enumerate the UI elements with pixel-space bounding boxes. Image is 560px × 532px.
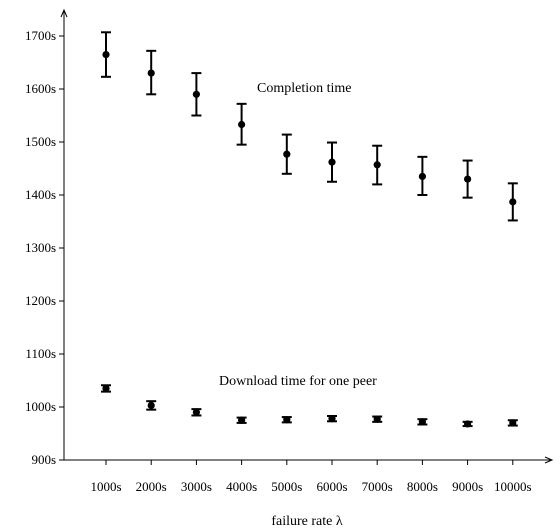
x-axis-title: failure rate λ [271, 514, 343, 529]
y-tick-label: 1200s [25, 293, 56, 308]
x-tick-label: 3000s [181, 479, 212, 494]
x-tick-label: 4000s [226, 479, 257, 494]
y-tick-label: 1600s [25, 81, 56, 96]
data-point-download-time [147, 401, 155, 410]
series-label-download-time: Download time for one peer [219, 374, 377, 389]
data-point-completion-time [328, 158, 336, 166]
data-point-completion-time [283, 150, 291, 158]
data-point-completion-time [192, 90, 200, 98]
y-tick-label: 1700s [25, 28, 56, 43]
data-point-completion-time [418, 172, 426, 181]
series-label-completion-time: Completion time [257, 81, 352, 96]
data-point-download-time [418, 418, 426, 426]
y-axis-arrow [60, 8, 68, 18]
y-tick-label: 1400s [25, 187, 56, 202]
y-tick-label: 1000s [25, 399, 56, 414]
data-point-download-time [102, 384, 110, 393]
x-tick-label: 1000s [90, 479, 121, 494]
x-axis-ticks: 1000s 2000s 3000s 4000s 5000s 6000s 7000s 8000s… [90, 460, 532, 494]
y-tick-label: 1100s [25, 346, 56, 361]
data-point-download-time [283, 416, 291, 424]
x-tick-label: 7000s [362, 479, 393, 494]
data-point-download-time [238, 416, 246, 424]
data-point-download-time [328, 415, 336, 423]
data-point-download-time [373, 415, 381, 423]
data-point-completion-time [238, 120, 246, 129]
axes [60, 8, 554, 464]
data-point-completion-time [509, 198, 517, 206]
data-point-completion-time [102, 50, 110, 59]
data-point-completion-time [373, 161, 381, 169]
data-point-completion-time [147, 69, 155, 77]
y-tick-label: 1300s [25, 240, 56, 255]
data-point-download-time [464, 420, 472, 428]
x-tick-label: 9000s [452, 479, 483, 494]
x-tick-label: 6000s [316, 479, 347, 494]
y-axis-ticks: 900s 1000s 1100s 1200s 1300s 1400s 1500s 1600s 1… [25, 28, 64, 467]
x-axis-arrow [544, 456, 554, 464]
data-point-download-time [509, 419, 517, 427]
data-marks [101, 31, 518, 428]
y-tick-label: 1500s [25, 134, 56, 149]
data-point-download-time [192, 408, 200, 416]
y-tick-label: 900s [31, 452, 56, 467]
x-tick-label: 2000s [136, 479, 167, 494]
x-tick-label: 5000s [271, 479, 302, 494]
data-point-completion-time [464, 175, 472, 183]
x-tick-label: 8000s [407, 479, 438, 494]
x-tick-label: 10000s [494, 479, 532, 494]
